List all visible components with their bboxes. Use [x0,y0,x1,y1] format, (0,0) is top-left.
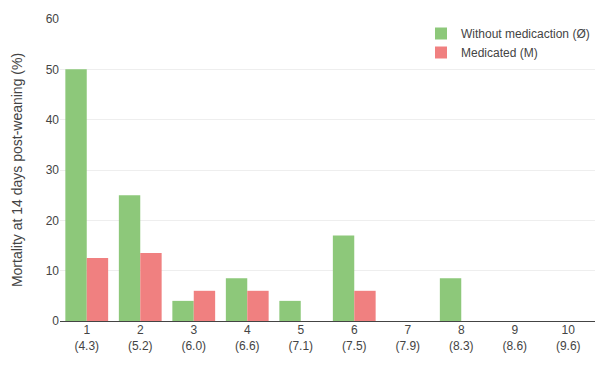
svg-text:8(8.3): 8(8.3) [449,323,474,353]
svg-text:40: 40 [46,113,60,127]
svg-text:Without medicaction (Ø): Without medicaction (Ø) [461,27,590,41]
svg-text:6(7.5): 6(7.5) [342,323,367,353]
svg-text:30: 30 [46,163,60,177]
svg-text:2(5.2): 2(5.2) [128,323,153,353]
svg-text:Mortality at 14 days post-wean: Mortality at 14 days post-weaning (%) [9,53,25,287]
svg-text:7(7.9): 7(7.9) [395,323,420,353]
svg-text:60: 60 [46,12,60,26]
svg-text:10: 10 [46,264,60,278]
svg-text:10(9.6): 10(9.6) [556,323,581,353]
svg-text:50: 50 [46,63,60,77]
svg-text:4(6.6): 4(6.6) [235,323,260,353]
svg-text:0: 0 [52,314,59,328]
svg-text:9(8.6): 9(8.6) [502,323,527,353]
svg-text:5(7.1): 5(7.1) [288,323,313,353]
svg-text:3(6.0): 3(6.0) [181,323,206,353]
svg-text:1(4.3): 1(4.3) [74,323,99,353]
svg-text:20: 20 [46,214,60,228]
svg-text:Medicated (M): Medicated (M) [461,46,538,60]
